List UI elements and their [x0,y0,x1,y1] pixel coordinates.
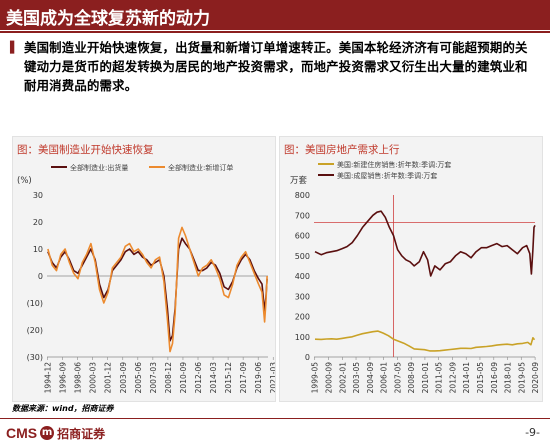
y-tick-label: 20 [33,218,43,227]
manufacturing-chart: 图：美国制造业开始快速恢复(%)全部制造业:出货量 全部制造业:新增订单30201… [17,143,275,394]
x-tick-label: 2015-12 [224,362,233,394]
chart-title: 图：美国房地产需求上行 [284,143,400,156]
series-line-1 [314,210,536,277]
x-tick-label: 2007-03 [149,362,158,394]
y-tick-label: (30) [27,353,43,362]
x-tick-label: 2020-09 [531,362,540,394]
x-tick-label: 2019-06 [254,362,263,394]
y-tick-label: 10 [33,245,43,254]
x-tick-label: 2011-05 [435,362,444,394]
y-tick-label: 800 [295,191,310,200]
page-number: -9- [525,426,540,439]
bullet-icon: ▌ [10,41,19,54]
x-tick-label: 2014-01 [462,362,471,394]
title-bar: 美国成为全球复苏新的动力 [0,0,550,30]
y-tick-label: (10) [27,299,43,308]
series-line-1 [47,226,268,353]
x-tick-label: 2001-12 [104,362,113,394]
x-tick-label: 2016-09 [490,362,499,394]
x-tick-label: 2004-09 [366,362,375,394]
legend-label-1: 全部制造业:新增订单 [168,163,233,172]
chart-title: 图：美国制造业开始快速恢复 [17,143,154,156]
y-tick-label: 100 [295,333,310,342]
y-tick-label: 0 [305,353,310,362]
x-tick-label: 2015-05 [476,362,485,394]
footer-divider [0,418,550,419]
data-source: 数据来源：wind，招商证券 [12,404,114,413]
logo-mark-icon: m [40,426,55,440]
x-tick-label: 2002-01 [338,362,347,394]
logo-latin: CMS [6,425,38,441]
logo-chinese: 招商证券 [57,426,106,441]
x-tick-label: 2008-12 [164,362,173,394]
title-underline [0,31,550,33]
x-tick-label: 2010-09 [179,362,188,394]
x-tick-label: 2017-09 [239,362,248,394]
slide-title: 美国成为全球复苏新的动力 [6,9,210,29]
y-tick-label: 30 [33,191,43,200]
y-tick-label: (20) [27,326,43,335]
x-tick-label: 1999-05 [311,362,320,394]
body-paragraph: ▌ 美国制造业开始快速恢复，出货量和新增订单增速转正。美国本轮经济济有可能超预期… [10,38,530,95]
legend-label-0: 美国:新建住房销售:折年数:季调:万套 [337,160,451,169]
chart-panel-manufacturing: 图：美国制造业开始快速恢复 (%) 全部制造业:出货量 全部制造业:新增订单 30 20 1… [12,136,276,402]
x-tick-label: 2014-03 [209,362,218,394]
x-tick-label: 2010-01 [421,362,430,394]
x-tick-label: 2006-01 [380,362,389,394]
x-tick-label: 2000-09 [325,362,334,394]
y-axis-label: 万套 [290,175,308,186]
x-tick-label: 2012-06 [194,362,203,394]
legend-label-1: 美国:成屋销售:折年数:季调:万套 [337,171,437,180]
x-tick-label: 1998-06 [74,362,83,394]
y-tick-label: 300 [295,292,310,301]
x-tick-label: 1996-09 [59,362,68,394]
legend-label-0: 全部制造业:出货量 [70,163,128,172]
body-text: 美国制造业开始快速恢复，出货量和新增订单增速转正。美国本轮经济济有可能超预期的关… [24,40,528,93]
x-tick-label: 2003-09 [119,362,128,394]
chart-panel-housing: 图：美国房地产需求上行万套 美国:新建住房销售:折年数:季调:万套 美国:成屋销售:… [279,136,543,402]
y-tick-label: 500 [295,252,310,261]
x-tick-label: 2019-05 [517,362,526,394]
footer: CMS m 招商证券 -9- [0,418,550,446]
series-line-0 [47,237,268,342]
y-axis-label: (%) [17,176,32,186]
x-tick-label: 2000-03 [89,362,98,394]
x-tick-label: 1994-12 [44,362,53,394]
y-tick-label: 600 [295,232,310,241]
x-tick-label: 2007-05 [393,362,402,394]
y-tick-label: 400 [295,272,310,281]
y-tick-label: 200 [295,313,310,322]
y-tick-label: 700 [295,211,310,220]
x-tick-label: 2012-09 [448,362,457,394]
x-tick-label: 2005-06 [134,362,143,394]
series-line-0 [314,330,536,352]
x-tick-label: 2021-03 [269,362,275,394]
y-tick-label: 0 [38,272,43,281]
x-tick-label: 2018-01 [504,362,513,394]
x-tick-label: 2008-09 [407,362,416,394]
company-logo: CMS m 招商证券 [6,424,105,442]
x-tick-label: 2003-05 [352,362,361,394]
